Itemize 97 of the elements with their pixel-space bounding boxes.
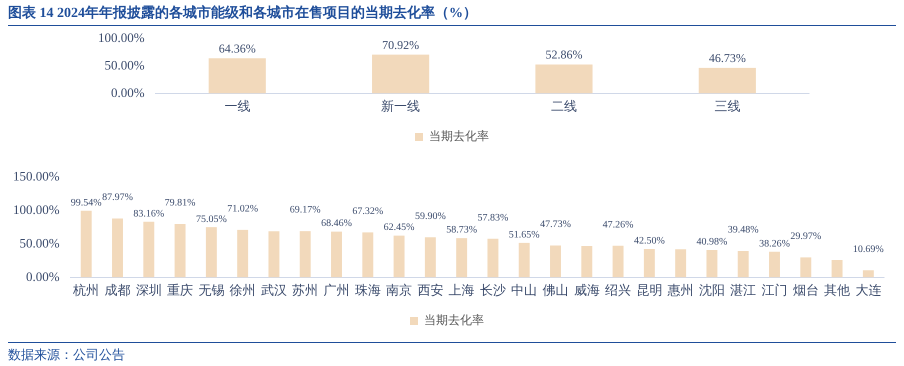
chart-title: 图表 14 2024年年报披露的各城市能级和各城市在售项目的当期去化率（%） (8, 4, 896, 26)
bar (237, 230, 248, 278)
bar (644, 248, 655, 278)
data-label: 38.26% (759, 238, 790, 250)
data-label: 70.92% (382, 38, 420, 52)
y-tick-label: 150.00% (12, 168, 60, 184)
data-label: 87.97% (102, 192, 133, 204)
x-tick-label: 长沙 (480, 282, 506, 298)
data-label: 99.54% (70, 197, 102, 208)
data-label: 67.32% (352, 206, 384, 217)
bar (206, 227, 217, 278)
data-label: 64.36% (218, 41, 256, 56)
data-label: 83.16% (133, 208, 164, 220)
data-label: 10.69% (852, 244, 884, 255)
y-tick-label: 100.00% (12, 202, 60, 217)
x-tick-label: 杭州 (72, 282, 100, 298)
x-tick-label: 威海 (574, 282, 600, 298)
bar (550, 245, 561, 278)
data-label: 47.73% (540, 219, 571, 230)
y-tick-label: 50.00% (19, 235, 60, 250)
bar (331, 232, 342, 278)
data-label: 29.97% (790, 230, 822, 242)
y-tick-label: 100.00% (98, 30, 145, 46)
x-tick-label: 惠州 (666, 282, 694, 298)
x-tick-label: 沈阳 (698, 282, 725, 298)
data-label: 40.98% (696, 236, 728, 248)
x-tick-label: 湛江 (730, 282, 756, 298)
bar (800, 257, 812, 278)
legend-label: 当期去化率 (424, 313, 484, 328)
bar (456, 238, 468, 278)
x-tick-label: 昆明 (636, 282, 662, 298)
bar (362, 232, 374, 278)
data-label: 57.83% (478, 212, 508, 224)
bar (862, 270, 874, 278)
bar (208, 58, 266, 94)
x-tick-label: 西安 (417, 282, 444, 298)
x-tick-label: 二线 (550, 98, 577, 114)
x-tick-label: 无锡 (198, 282, 224, 298)
data-label: 47.26% (602, 219, 634, 230)
bar (612, 246, 624, 278)
source-note: 数据来源：公司公告 (8, 342, 896, 364)
x-tick-label: 成都 (104, 282, 131, 298)
x-tick-label: 新一线 (381, 98, 420, 114)
data-label: 42.50% (634, 236, 665, 247)
x-tick-label: 江门 (762, 282, 788, 298)
x-tick-label: 上海 (448, 282, 475, 298)
x-tick-label: 武汉 (260, 282, 287, 298)
data-label: 69.17% (290, 204, 321, 216)
bar (372, 54, 430, 94)
bar (268, 231, 280, 278)
x-tick-label: 一线 (224, 98, 250, 114)
bar (581, 246, 592, 278)
data-label: 68.46% (321, 218, 352, 230)
x-tick-label: 广州 (324, 282, 350, 298)
bar (424, 237, 436, 278)
data-label: 51.65% (508, 229, 540, 240)
data-label: 52.86% (545, 48, 582, 62)
x-tick-label: 徐州 (230, 282, 256, 298)
bar (300, 231, 311, 278)
bar (174, 224, 186, 278)
bar (112, 218, 123, 278)
x-tick-label: 其他 (824, 282, 850, 298)
x-tick-label: 佛山 (542, 282, 569, 298)
x-tick-label: 重庆 (167, 282, 194, 298)
bar (143, 222, 154, 278)
bar (832, 260, 843, 278)
data-label: 62.45% (384, 222, 414, 234)
x-tick-label: 深圳 (136, 282, 162, 298)
x-tick-label: 珠海 (354, 282, 381, 298)
x-tick-label: 中山 (511, 282, 538, 298)
data-label: 75.05% (196, 214, 227, 225)
x-tick-label: 苏州 (292, 282, 318, 298)
bar (394, 236, 405, 278)
bar (518, 242, 530, 278)
bar (80, 210, 92, 278)
data-label: 39.48% (728, 224, 759, 236)
x-tick-label: 大连 (855, 282, 882, 298)
bar (675, 249, 686, 278)
bar (706, 250, 718, 278)
bar (535, 64, 593, 94)
data-label: 58.73% (446, 224, 478, 236)
data-label: 46.73% (708, 51, 746, 66)
data-label: 59.90% (414, 210, 446, 222)
bar (487, 238, 498, 278)
bar (769, 252, 780, 278)
legend-label: 当期去化率 (429, 129, 489, 144)
x-tick-label: 南京 (386, 282, 412, 298)
data-label: 79.81% (164, 198, 196, 209)
y-tick-label: 0.00% (26, 268, 60, 284)
y-tick-label: 0.00% (110, 84, 145, 100)
x-tick-label: 烟台 (792, 282, 819, 298)
x-tick-label: 绍兴 (605, 282, 632, 298)
bar (738, 250, 749, 278)
x-tick-label: 三线 (714, 98, 740, 114)
bar (698, 68, 756, 94)
y-tick-label: 50.00% (104, 58, 145, 73)
data-label: 71.02% (227, 203, 258, 214)
